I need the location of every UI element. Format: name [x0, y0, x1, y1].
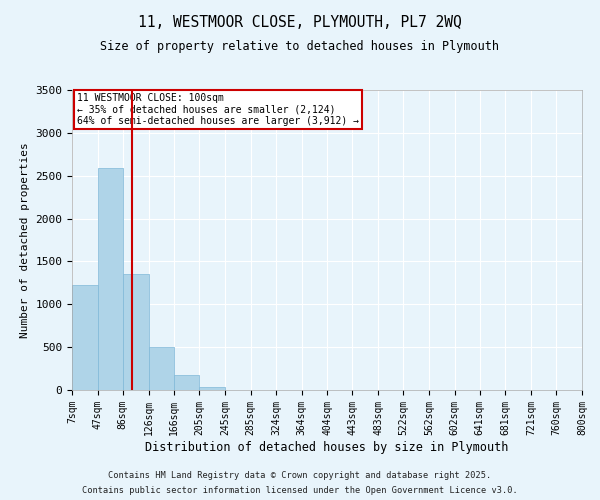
Bar	[72, 284, 98, 390]
Text: 11 WESTMOOR CLOSE: 100sqm
← 35% of detached houses are smaller (2,124)
64% of se: 11 WESTMOOR CLOSE: 100sqm ← 35% of detac…	[77, 93, 359, 126]
Bar	[149, 347, 174, 390]
Bar	[174, 375, 199, 390]
Y-axis label: Number of detached properties: Number of detached properties	[20, 142, 30, 338]
Bar	[98, 168, 123, 390]
Text: Contains public sector information licensed under the Open Government Licence v3: Contains public sector information licen…	[82, 486, 518, 495]
Text: Size of property relative to detached houses in Plymouth: Size of property relative to detached ho…	[101, 40, 499, 53]
X-axis label: Distribution of detached houses by size in Plymouth: Distribution of detached houses by size …	[145, 440, 509, 454]
Text: 11, WESTMOOR CLOSE, PLYMOUTH, PL7 2WQ: 11, WESTMOOR CLOSE, PLYMOUTH, PL7 2WQ	[138, 15, 462, 30]
Bar	[123, 274, 149, 390]
Bar	[199, 388, 225, 390]
Text: Contains HM Land Registry data © Crown copyright and database right 2025.: Contains HM Land Registry data © Crown c…	[109, 471, 491, 480]
